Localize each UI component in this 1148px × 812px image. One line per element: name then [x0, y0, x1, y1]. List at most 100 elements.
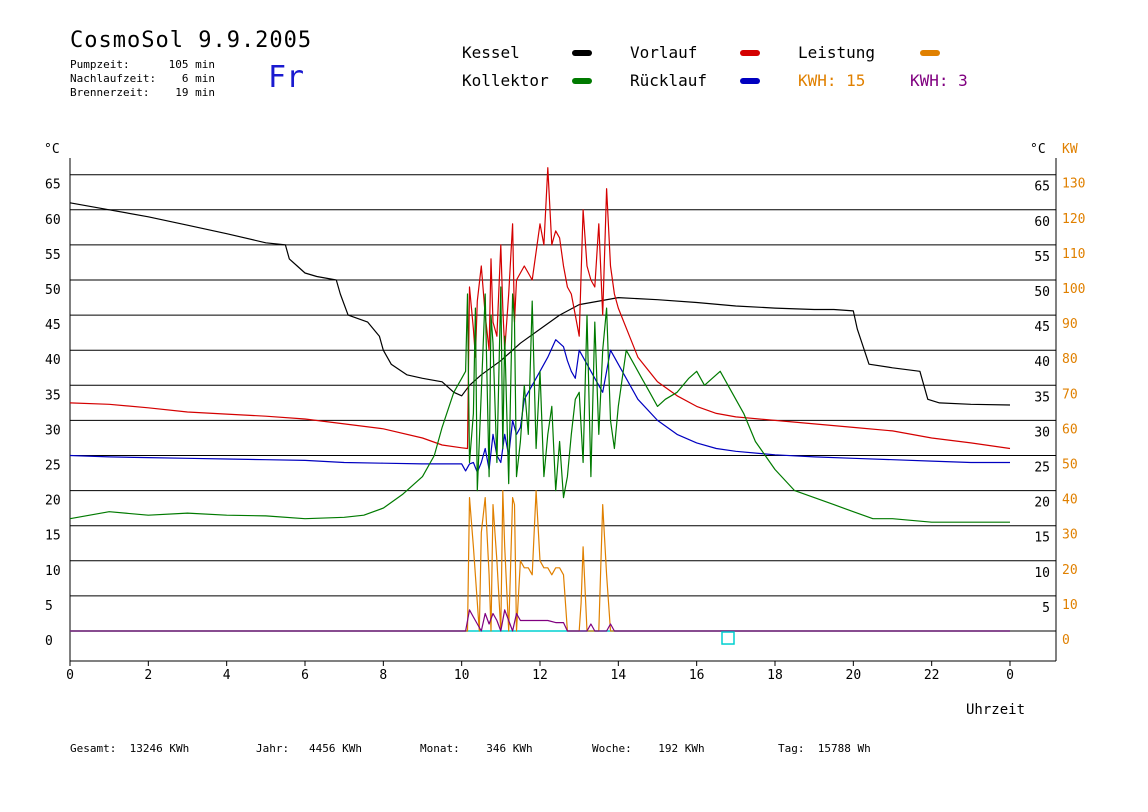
y-tick-label-left: 10: [45, 564, 61, 579]
x-tick-label: 0: [66, 668, 74, 683]
legend-ruecklauf: Rücklauf: [630, 71, 708, 90]
y-tick-label-right: 25: [1034, 461, 1050, 476]
info-label: Pumpzeit:: [70, 58, 130, 71]
y-axis-unit-right: °C: [1030, 142, 1046, 157]
legend-leistung: Leistung: [798, 43, 876, 62]
power-tick-label: 0: [1062, 633, 1070, 648]
y-axis-unit-left: °C: [44, 142, 60, 157]
series-line-kwh2: [70, 609, 1010, 632]
footer-woche: Woche: 192 KWh: [592, 742, 705, 755]
power-tick-label: 30: [1062, 528, 1078, 543]
weekday-label: Fr: [268, 60, 305, 95]
info-value: 6 min: [181, 72, 215, 85]
footer-label: Gesamt:: [70, 742, 117, 755]
footer-monat: Monat: 346 KWh: [420, 742, 533, 755]
x-tick-label: 20: [846, 668, 862, 683]
y-tick-label-right: 60: [1034, 215, 1050, 230]
info-pumpzeit: Pumpzeit: 105 min: [70, 58, 215, 71]
power-tick-label: 130: [1062, 177, 1085, 192]
power-tick-label: 10: [1062, 598, 1078, 613]
power-tick-label: 110: [1062, 247, 1085, 262]
footer-value: 192 KWh: [658, 742, 705, 755]
series-line-kollektor: [69, 286, 1010, 523]
x-tick-label: 0: [1006, 668, 1014, 683]
footer-label: Monat:: [420, 742, 460, 755]
marker-square: [721, 631, 735, 645]
x-tick-label: 12: [532, 668, 548, 683]
y-tick-label-left: 65: [45, 178, 61, 193]
legend-kessel-swatch: [572, 50, 592, 56]
power-tick-label: 90: [1062, 317, 1078, 332]
power-tick-label: 40: [1062, 493, 1078, 508]
x-tick-label: 8: [379, 668, 387, 683]
chart-series: [69, 167, 1011, 632]
legend-leistung-swatch: [920, 50, 940, 56]
legend-kwh-2: KWH: 3: [910, 71, 968, 90]
power-tick-label: 80: [1062, 352, 1078, 367]
power-tick-label: 20: [1062, 563, 1078, 578]
legend-kollektor: Kollektor: [462, 71, 549, 90]
power-tick-label: 100: [1062, 282, 1085, 297]
x-tick-label: 4: [223, 668, 231, 683]
power-tick-label: 50: [1062, 458, 1078, 473]
y-tick-label-left: 25: [45, 459, 61, 474]
y-tick-label-right: 65: [1034, 180, 1050, 195]
y-tick-label-right: 35: [1034, 390, 1050, 405]
footer-tag: Tag: 15788 Wh: [778, 742, 871, 755]
y-tick-label-right: 40: [1034, 355, 1050, 370]
footer-value: 346 KWh: [486, 742, 533, 755]
footer-value: 13246 KWh: [129, 742, 190, 755]
footer-label: Tag:: [778, 742, 805, 755]
footer-gesamt: Gesamt: 13246 KWh: [70, 742, 189, 755]
series-line-leistung: [70, 490, 1010, 632]
series-line-ruecklauf: [69, 339, 1010, 473]
y-tick-label-left: 55: [45, 248, 61, 263]
y-tick-label-right: 30: [1034, 425, 1050, 440]
chart-title: CosmoSol 9.9.2005: [70, 28, 313, 53]
y-tick-label-left: 40: [45, 353, 61, 368]
legend-kessel: Kessel: [462, 43, 520, 62]
footer-label: Jahr:: [256, 742, 290, 755]
legend-kollektor-swatch: [572, 78, 592, 84]
x-tick-label: 10: [454, 668, 470, 683]
y-tick-label-left: 0: [45, 634, 53, 649]
chart-markers: [721, 631, 735, 645]
y-tick-label-right: 15: [1034, 531, 1050, 546]
info-nachlaufzeit: Nachlaufzeit: 6 min: [70, 72, 215, 85]
info-label: Brennerzeit:: [70, 86, 150, 99]
series-line-vorlauf: [69, 167, 1011, 450]
x-axis-label: Uhrzeit: [966, 702, 1026, 718]
info-brennerzeit: Brennerzeit: 19 min: [70, 86, 215, 99]
y-tick-label-left: 15: [45, 529, 61, 544]
y-axis-unit-power: KW: [1062, 142, 1078, 157]
legend-kwh-1: KWH: 15: [798, 71, 866, 90]
y-tick-label-left: 45: [45, 318, 61, 333]
power-tick-label: 60: [1062, 422, 1078, 437]
legend-vorlauf: Vorlauf: [630, 43, 698, 62]
power-tick-label: 70: [1062, 387, 1078, 402]
y-tick-label-left: 35: [45, 388, 61, 403]
footer-value: 4456 KWh: [309, 742, 362, 755]
series-line-kessel: [69, 202, 1011, 406]
y-tick-label-left: 20: [45, 494, 61, 509]
legend-ruecklauf-swatch: [740, 78, 760, 84]
y-tick-label-right: 10: [1034, 566, 1050, 581]
footer-label: Woche:: [592, 742, 632, 755]
y-tick-label-left: 50: [45, 283, 61, 298]
info-value: 19 min: [175, 86, 215, 99]
y-tick-label-right: 5: [1042, 601, 1050, 616]
info-label: Nachlaufzeit:: [70, 72, 157, 85]
x-tick-label: 16: [689, 668, 705, 683]
y-tick-label-left: 30: [45, 423, 61, 438]
y-tick-label-right: 20: [1034, 496, 1050, 511]
x-tick-label: 2: [144, 668, 152, 683]
x-tick-label: 14: [611, 668, 627, 683]
footer-jahr: Jahr: 4456 KWh: [256, 742, 362, 755]
info-value: 105 min: [168, 58, 215, 71]
y-tick-label-right: 50: [1034, 285, 1050, 300]
legend-vorlauf-swatch: [740, 50, 760, 56]
x-tick-label: 18: [767, 668, 783, 683]
y-tick-label-left: 60: [45, 213, 61, 228]
y-tick-label-left: 5: [45, 599, 53, 614]
